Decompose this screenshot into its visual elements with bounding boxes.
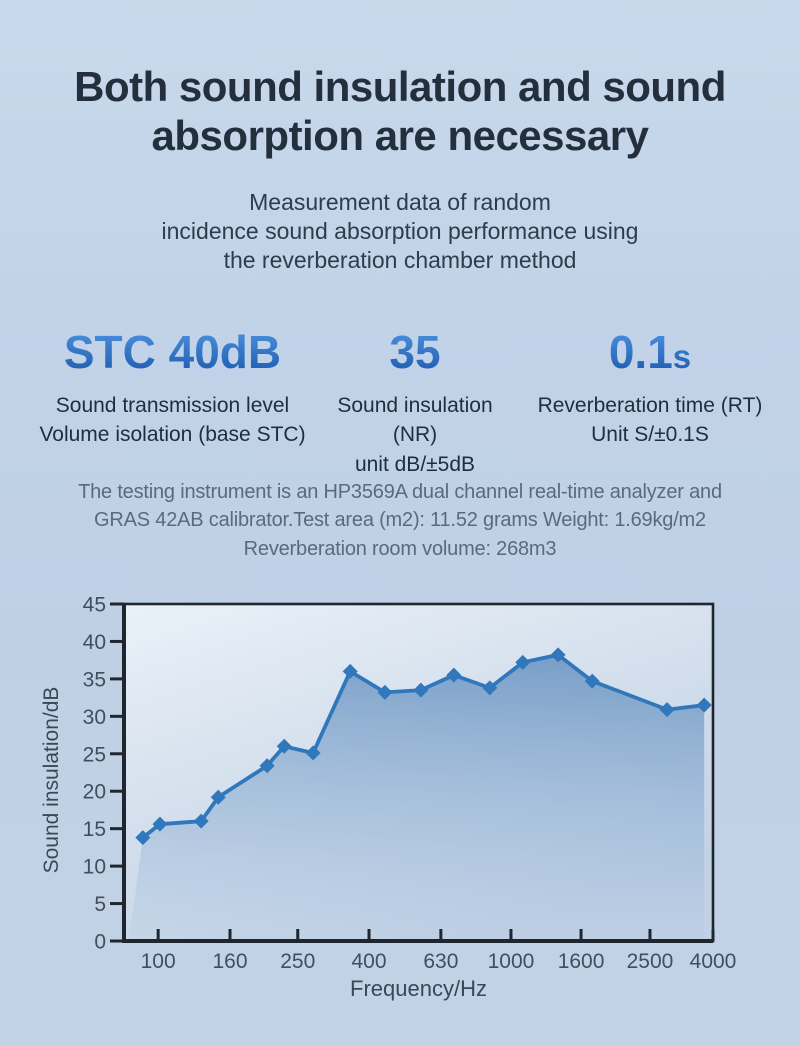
data-point-marker <box>696 697 712 713</box>
data-point-marker <box>259 758 275 774</box>
x-tick-label: 250 <box>280 950 315 973</box>
page-subtitle-line: Measurement data of random <box>249 189 551 215</box>
data-point-marker <box>515 654 531 670</box>
x-tick-label: 160 <box>212 950 247 973</box>
x-axis-title: Frequency/Hz <box>350 976 487 1001</box>
stat-label-line: Sound insulation (NR) <box>337 393 493 447</box>
y-tick-label: 45 <box>83 594 106 617</box>
y-tick-label: 25 <box>83 743 106 766</box>
insulation-frequency-chart: 0 5 10 15 20 25 30 35 40 45 100 160 250 400 630 1000 160… <box>0 580 800 1020</box>
data-point-marker <box>342 663 358 679</box>
test-conditions-line: GRAS 42AB calibrator.Test area (m2): 11.… <box>94 509 706 532</box>
x-tick-label: 100 <box>141 950 176 973</box>
data-point-marker <box>446 667 462 683</box>
stat-block-stc: STC 40dB Sound transmission level Volume… <box>25 328 320 450</box>
data-point-marker <box>193 813 209 829</box>
y-tick-label: 30 <box>83 706 106 729</box>
stat-label-line: Sound transmission level <box>55 393 290 417</box>
stat-label-rt: Reverberation time (RT) Unit S/±0.1S <box>520 391 780 451</box>
y-tick-label: 15 <box>83 818 106 841</box>
stat-value-suffix: s <box>672 338 692 375</box>
insulation-frequency-chart-svg: 0 5 10 15 20 25 30 35 40 45 100 160 250 400 630 1000 160… <box>40 594 737 1002</box>
y-axis-title: Sound insulation/dB <box>40 687 63 874</box>
x-tick-label: 2500 <box>627 950 674 973</box>
x-tick-label: 4000 <box>690 950 737 973</box>
stat-label-nr: Sound insulation (NR) unit dB/±5dB <box>320 391 510 480</box>
data-point-marker <box>659 702 675 718</box>
data-point-marker <box>210 789 226 805</box>
stat-label-line: unit dB/±5dB <box>354 453 476 477</box>
stat-label-line: Reverberation time (RT) <box>537 393 763 417</box>
data-point-marker <box>135 830 151 846</box>
x-tick-label: 1000 <box>488 950 535 973</box>
y-tick-label: 20 <box>83 781 106 804</box>
data-markers <box>135 647 712 846</box>
stat-value-nr: 35 <box>320 328 510 378</box>
stat-value-text: 0.1 <box>608 326 673 378</box>
x-tick-label: 1600 <box>558 950 605 973</box>
x-tick-label: 400 <box>351 950 386 973</box>
y-tick-label: 0 <box>94 931 106 954</box>
stat-label-line: Unit S/±0.1S <box>591 423 709 447</box>
y-tick-label: 10 <box>83 856 106 879</box>
stat-label-line: Volume isolation (base STC) <box>39 423 306 447</box>
y-tick-label: 5 <box>94 893 106 916</box>
test-conditions-text: The testing instrument is an HP3569A dua… <box>0 478 800 563</box>
y-tick-label: 35 <box>83 668 106 691</box>
test-conditions-line: The testing instrument is an HP3569A dua… <box>78 481 722 503</box>
page-title-line: absorption are necessary <box>151 112 649 160</box>
page-subtitle-line: the reverberation chamber method <box>223 247 577 274</box>
data-point-marker <box>550 647 566 663</box>
stat-block-rt: 0.1s Reverberation time (RT) Unit S/±0.1… <box>520 328 780 450</box>
area-fill <box>129 654 705 941</box>
page-title: Both sound insulation and sound absorpti… <box>0 62 800 160</box>
data-point-marker <box>305 745 321 761</box>
stat-value-text: 35 <box>389 326 441 378</box>
page-title-line: Both sound insulation and sound <box>74 63 726 110</box>
page-subtitle: Measurement data of random incidence sou… <box>0 188 800 276</box>
y-axis-ticks: 0 5 10 15 20 25 30 35 40 45 <box>83 594 124 954</box>
data-point-marker <box>413 682 429 698</box>
stat-value-text: STC 40dB <box>63 326 282 378</box>
data-point-marker <box>377 684 393 700</box>
stat-block-nr: 35 Sound insulation (NR) unit dB/±5dB <box>320 328 510 480</box>
stat-label-stc: Sound transmission level Volume isolatio… <box>25 391 320 451</box>
test-conditions-line: Reverberation room volume: 268m3 <box>243 537 557 560</box>
x-tick-label: 630 <box>423 950 458 973</box>
x-axis-ticks: 100 160 250 400 630 1000 1600 2500 4000 <box>141 929 737 973</box>
data-point-marker <box>584 673 600 689</box>
y-tick-label: 40 <box>83 631 106 654</box>
data-point-marker <box>482 680 498 696</box>
stat-value-rt: 0.1s <box>520 328 780 378</box>
stat-value-stc: STC 40dB <box>25 328 320 378</box>
data-point-marker <box>152 816 168 832</box>
data-point-marker <box>276 738 292 754</box>
page-subtitle-line: incidence sound absorption performance u… <box>161 218 639 245</box>
